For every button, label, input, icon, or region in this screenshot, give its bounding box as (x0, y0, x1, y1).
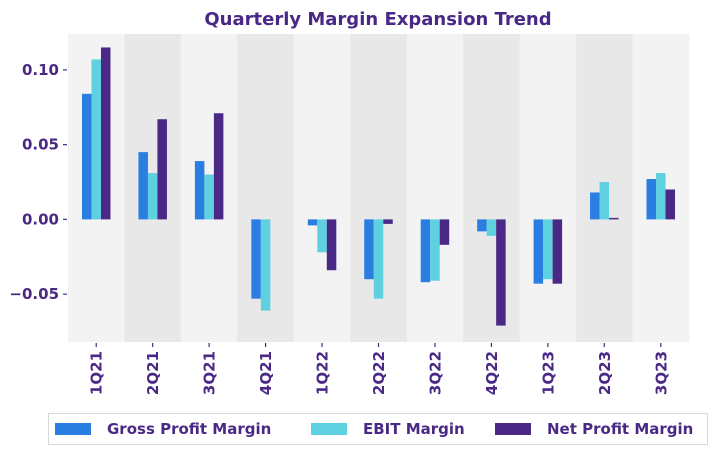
bar-ebit-margin[interactable] (147, 173, 158, 220)
y-tick-label: 0.00 (22, 210, 59, 228)
legend-item-ebit-margin[interactable]: EBIT Margin (311, 414, 465, 444)
y-tick-label: −0.05 (9, 285, 59, 303)
plot-background (68, 34, 690, 342)
legend-label: EBIT Margin (363, 420, 465, 438)
bar-gross-profit-margin[interactable] (590, 192, 600, 220)
bar-ebit-margin[interactable] (543, 219, 553, 280)
x-tick-label: 3Q21 (201, 351, 219, 395)
bar-gross-profit-margin[interactable] (81, 93, 92, 220)
bar-ebit-margin[interactable] (91, 59, 101, 220)
x-tick-label: 2Q21 (144, 351, 162, 395)
bar-gross-profit-margin[interactable] (646, 179, 657, 220)
category-band (406, 34, 464, 342)
bar-gross-profit-margin[interactable] (251, 219, 261, 299)
x-tick-label: 1Q22 (314, 351, 332, 395)
bar-ebit-margin[interactable] (599, 182, 610, 220)
bar-ebit-margin[interactable] (656, 173, 666, 220)
y-axis: −0.05 0.00 0.05 0.10 (9, 61, 67, 303)
legend-item-net-profit-margin[interactable]: Net Profit Margin (495, 414, 693, 444)
bar-net-profit-margin[interactable] (665, 189, 676, 220)
x-tick-label: 1Q21 (88, 351, 106, 395)
bars (81, 47, 676, 326)
legend-swatch-net (495, 423, 531, 435)
bar-ebit-margin[interactable] (430, 219, 440, 281)
category-band (463, 34, 521, 342)
x-tick-label: 3Q23 (652, 351, 670, 395)
y-tick-label: 0.10 (22, 61, 59, 79)
legend-swatch-gross (55, 423, 91, 435)
bar-gross-profit-margin[interactable] (307, 219, 318, 226)
category-band (519, 34, 577, 342)
bar-ebit-margin[interactable] (260, 219, 271, 311)
x-tick-label: 3Q22 (426, 351, 444, 395)
legend-item-gross-profit-margin[interactable]: Gross Profit Margin (55, 414, 271, 444)
bar-net-profit-margin[interactable] (213, 113, 224, 220)
x-tick-label: 4Q22 (483, 351, 501, 395)
bar-net-profit-margin[interactable] (439, 219, 450, 245)
bar-net-profit-margin[interactable] (326, 219, 337, 271)
bar-gross-profit-margin[interactable] (364, 219, 374, 280)
legend: Gross Profit Margin EBIT Margin Net Prof… (48, 413, 708, 445)
category-band (293, 34, 351, 342)
legend-label: Gross Profit Margin (107, 420, 272, 438)
x-axis: 1Q21 2Q21 3Q21 4Q21 1Q22 2Q22 3Q22 4Q22 1Q23 2Q23… (88, 343, 670, 395)
x-tick-label: 2Q23 (596, 351, 614, 395)
bar-ebit-margin[interactable] (317, 219, 327, 253)
bar-net-profit-margin[interactable] (496, 219, 506, 326)
bar-net-profit-margin[interactable] (609, 217, 619, 220)
chart: Quarterly Margin Expansion Trend −0.05 0.… (9, 9, 690, 395)
y-tick-label: 0.05 (22, 136, 59, 154)
bar-net-profit-margin[interactable] (157, 119, 167, 220)
bar-ebit-margin[interactable] (486, 219, 497, 236)
bar-gross-profit-margin[interactable] (477, 219, 487, 232)
bar-net-profit-margin[interactable] (383, 219, 393, 224)
x-tick-label: 4Q21 (257, 351, 275, 395)
bar-gross-profit-margin[interactable] (138, 152, 148, 220)
bar-ebit-margin[interactable] (204, 174, 214, 220)
bar-gross-profit-margin[interactable] (194, 161, 205, 220)
legend-label: Net Profit Margin (547, 420, 694, 438)
x-tick-label: 2Q22 (370, 351, 388, 395)
chart-title: Quarterly Margin Expansion Trend (204, 9, 551, 30)
bar-gross-profit-margin[interactable] (533, 219, 544, 284)
legend-swatch-ebit (311, 423, 347, 435)
bar-net-profit-margin[interactable] (552, 219, 563, 284)
x-tick-label: 1Q23 (539, 351, 557, 395)
bar-net-profit-margin[interactable] (100, 47, 111, 220)
bar-gross-profit-margin[interactable] (420, 219, 431, 283)
bar-ebit-margin[interactable] (373, 219, 384, 299)
